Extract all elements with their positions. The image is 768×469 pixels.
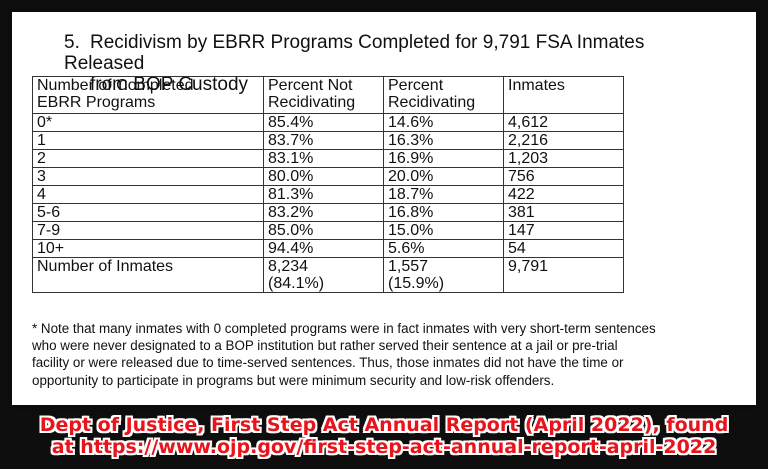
cell-recidivating: 20.0% <box>383 167 504 186</box>
total-inmates: 9,791 <box>503 257 624 293</box>
cell-programs: 4 <box>32 185 264 204</box>
cell-inmates: 381 <box>503 203 624 222</box>
cell-recidivating: 16.8% <box>383 203 504 222</box>
table-total-row: Number of Inmates 8,234 (84.1%) 1,557 (15.… <box>32 257 624 293</box>
table-row: 7-9 85.0% 15.0% 147 <box>32 221 624 240</box>
source-citation: Dept of Justice, First Step Act Annual R… <box>0 414 768 458</box>
heading-number: 5. <box>64 32 80 53</box>
table-header-row: Number of Completed EBRR Programs Percent… <box>32 76 624 114</box>
recidivism-table: Number of Completed EBRR Programs Percent… <box>32 76 624 293</box>
cell-not-recidivating: 85.0% <box>263 221 384 240</box>
cell-inmates: 1,203 <box>503 149 624 168</box>
document-card: 5. Recidivism by EBRR Programs Completed … <box>12 12 756 405</box>
cell-not-recidivating: 85.4% <box>263 113 384 132</box>
cell-inmates: 4,612 <box>503 113 624 132</box>
cell-not-recidivating: 83.7% <box>263 131 384 150</box>
footnote-line: * Note that many inmates with 0 complete… <box>32 321 656 336</box>
cell-recidivating: 15.0% <box>383 221 504 240</box>
heading-title-line-1: Recidivism by EBRR Programs Completed fo… <box>64 32 645 74</box>
table-row: 10+ 94.4% 5.6% 54 <box>32 239 624 258</box>
footnote-line: facility or were released due to time-se… <box>32 355 624 371</box>
header-percent-not-recidivating: Percent Not Recidivating <box>263 76 384 114</box>
source-line-2: at https://www.ojp.gov/first-step-act-an… <box>51 436 717 458</box>
cell-recidivating: 14.6% <box>383 113 504 132</box>
cell-programs: 5-6 <box>32 203 264 222</box>
cell-programs: 1 <box>32 131 264 150</box>
total-recidivating: 1,557 (15.9%) <box>383 257 504 293</box>
cell-inmates: 2,216 <box>503 131 624 150</box>
cell-not-recidivating: 94.4% <box>263 239 384 258</box>
footnote-line: opportunity to participate in programs b… <box>32 372 555 388</box>
header-percent-recidivating: Percent Recidivating <box>383 76 504 114</box>
cell-inmates: 147 <box>503 221 624 240</box>
cell-recidivating: 16.9% <box>383 149 504 168</box>
cell-programs: 0* <box>32 113 264 132</box>
header-inmates: Inmates <box>503 76 624 114</box>
total-label: Number of Inmates <box>32 257 264 293</box>
table-row: 2 83.1% 16.9% 1,203 <box>32 149 624 168</box>
cell-inmates: 756 <box>503 167 624 186</box>
source-line-1: Dept of Justice, First Step Act Annual R… <box>39 414 729 436</box>
cell-not-recidivating: 81.3% <box>263 185 384 204</box>
cell-programs: 10+ <box>32 239 264 258</box>
footnote: * Note that many inmates with 0 complete… <box>32 320 752 389</box>
cell-recidivating: 16.3% <box>383 131 504 150</box>
table-row: 1 83.7% 16.3% 2,216 <box>32 131 624 150</box>
cell-programs: 2 <box>32 149 264 168</box>
cell-inmates: 54 <box>503 239 624 258</box>
cell-recidivating: 5.6% <box>383 239 504 258</box>
cell-inmates: 422 <box>503 185 624 204</box>
cell-programs: 3 <box>32 167 264 186</box>
table-row: 5-6 83.2% 16.8% 381 <box>32 203 624 222</box>
heading-line-1: 5. Recidivism by EBRR Programs Completed … <box>64 32 724 74</box>
header-programs: Number of Completed EBRR Programs <box>32 76 264 114</box>
footnote-line: who were never designated to a BOP insti… <box>32 338 618 354</box>
cell-programs: 7-9 <box>32 221 264 240</box>
cell-not-recidivating: 83.1% <box>263 149 384 168</box>
cell-recidivating: 18.7% <box>383 185 504 204</box>
table-row: 4 81.3% 18.7% 422 <box>32 185 624 204</box>
total-not-recidivating: 8,234 (84.1%) <box>263 257 384 293</box>
table-row: 3 80.0% 20.0% 756 <box>32 167 624 186</box>
cell-not-recidivating: 80.0% <box>263 167 384 186</box>
table-row: 0* 85.4% 14.6% 4,612 <box>32 113 624 132</box>
cell-not-recidivating: 83.2% <box>263 203 384 222</box>
